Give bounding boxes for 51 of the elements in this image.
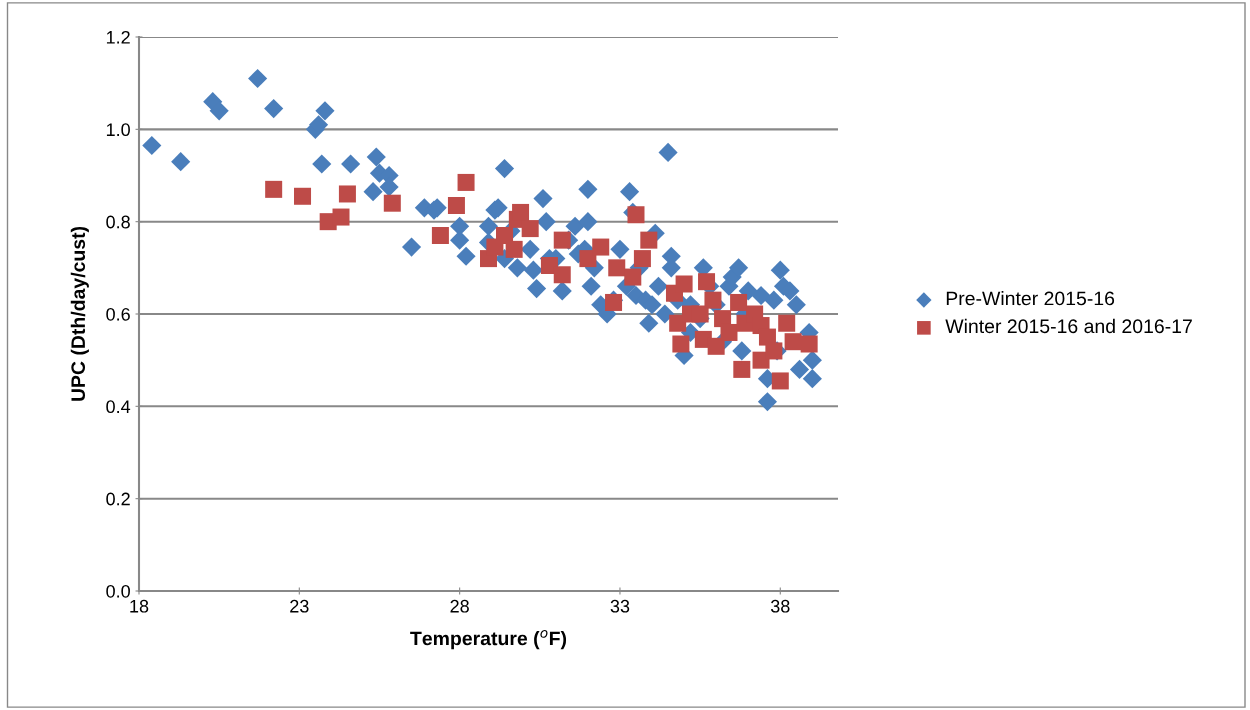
point: [730, 293, 748, 311]
point: [338, 185, 356, 203]
point: [733, 360, 751, 378]
point: [704, 291, 722, 309]
y-tick-label: 0.8: [106, 215, 130, 229]
point: [294, 187, 312, 205]
point: [784, 333, 802, 351]
x-tick-label: 23: [290, 599, 309, 613]
point: [608, 259, 626, 277]
point: [800, 335, 818, 353]
y-axis-title: UPC (Dth/day/cust): [70, 226, 89, 401]
point: [765, 342, 783, 360]
point: [265, 180, 283, 198]
point: [505, 240, 523, 258]
point: [332, 208, 350, 226]
point: [521, 220, 539, 238]
legend-label: Pre-Winter 2015-16: [946, 291, 1115, 306]
y-tick-label: 0.2: [106, 492, 130, 506]
point: [640, 231, 658, 249]
point: [691, 305, 709, 323]
x-tick-label: 18: [130, 599, 149, 613]
y-tick-label: 0.4: [106, 400, 131, 414]
point: [383, 194, 401, 212]
point: [496, 227, 514, 245]
point: [707, 337, 725, 355]
point: [720, 323, 738, 341]
x-tick-label: 38: [770, 599, 790, 613]
point: [553, 266, 571, 284]
point: [431, 227, 449, 245]
point: [675, 275, 693, 293]
x-tick-label: 28: [450, 599, 469, 613]
point: [512, 203, 530, 221]
point: [447, 197, 465, 215]
point: [698, 273, 716, 291]
point: [672, 335, 690, 353]
point: [592, 238, 610, 256]
point: [624, 268, 642, 286]
legend-label: Winter 2015-16 and 2016-17: [945, 318, 1192, 334]
point: [778, 314, 796, 332]
x-tick-label: 33: [610, 599, 630, 613]
point: [457, 173, 475, 191]
point: [633, 250, 651, 268]
point: [771, 372, 789, 390]
point: [627, 206, 645, 224]
y-tick-label: 0.6: [106, 307, 130, 321]
point: [553, 231, 571, 249]
y-tick-label: 1.2: [106, 30, 130, 44]
x-axis-title: Temperature ($^{o}$F): [410, 630, 567, 650]
point: [579, 250, 597, 268]
y-tick-label: 1.0: [106, 123, 130, 137]
y-tick-label: 0.0: [106, 584, 130, 598]
